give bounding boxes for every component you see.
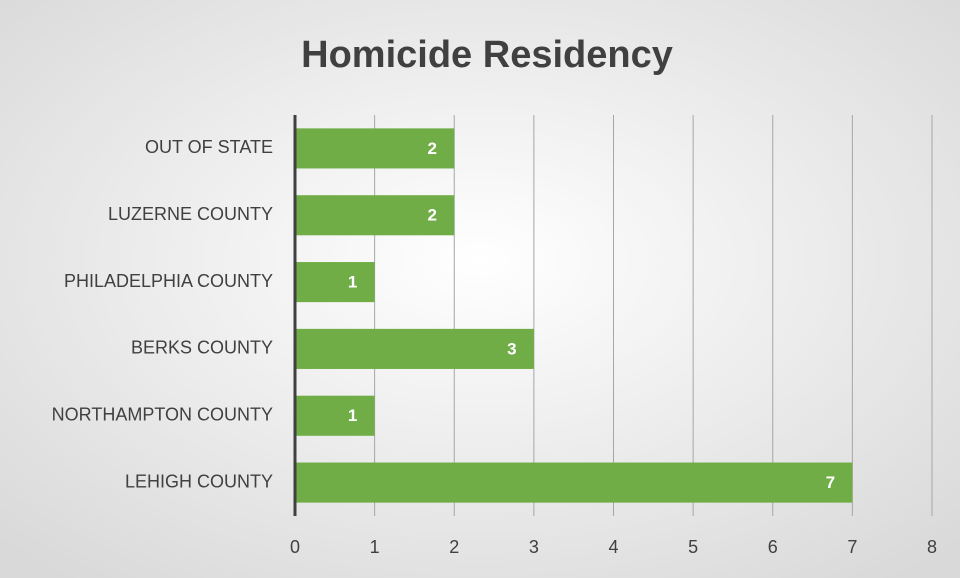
x-tick-label: 8 (927, 537, 937, 557)
y-tick-label: NORTHAMPTON COUNTY (52, 405, 273, 425)
x-tick-label: 2 (449, 537, 459, 557)
chart-title: Homicide Residency (301, 34, 673, 76)
x-tick-label: 1 (370, 537, 380, 557)
x-tick-label: 6 (768, 537, 778, 557)
value-label: 1 (348, 273, 357, 292)
y-tick-label: OUT OF STATE (145, 137, 273, 157)
y-tick-label: PHILADELPHIA COUNTY (64, 271, 273, 291)
bar (295, 262, 375, 303)
bar (295, 395, 375, 436)
x-tick-label: 5 (688, 537, 698, 557)
bar (295, 195, 455, 236)
x-tick-label: 4 (608, 537, 618, 557)
bar (295, 328, 534, 369)
x-tick-label: 7 (847, 537, 857, 557)
value-label: 7 (826, 473, 835, 492)
x-tick-label: 0 (290, 537, 300, 557)
value-label: 2 (428, 139, 437, 158)
value-label: 1 (348, 406, 357, 425)
value-label: 2 (428, 206, 437, 225)
bar (295, 462, 853, 503)
y-tick-label: LUZERNE COUNTY (108, 204, 273, 224)
x-tick-label: 3 (529, 537, 539, 557)
value-label: 3 (507, 339, 516, 358)
bar (295, 128, 455, 169)
y-tick-label: LEHIGH COUNTY (125, 471, 273, 491)
y-tick-label: BERKS COUNTY (131, 338, 273, 358)
